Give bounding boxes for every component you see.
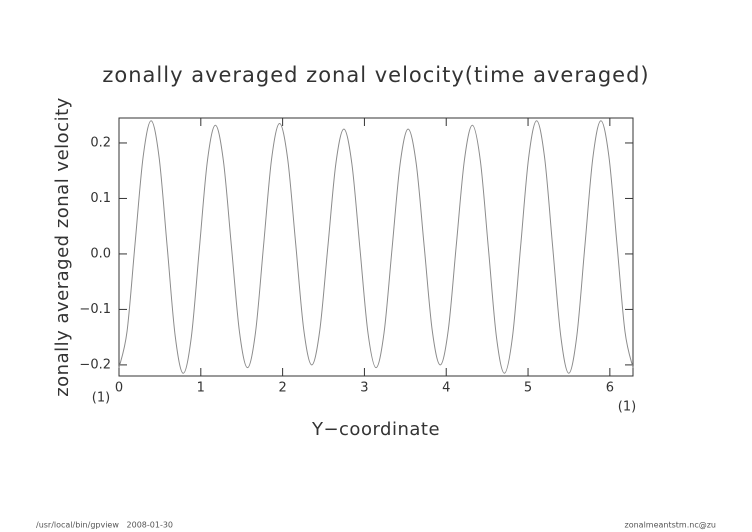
y-units: (1) [92,391,110,406]
x-tick-label: 4 [442,381,450,396]
y-tick-label: 0.1 [90,191,111,206]
x-axis-label: Y−coordinate [311,419,440,440]
x-tick-label: 6 [606,381,614,396]
x-units: (1) [618,400,636,415]
y-tick-label: −0.2 [79,357,111,372]
y-tick-label: 0.0 [90,246,111,261]
x-tick-label: 2 [278,381,286,396]
footer-left: /usr/local/bin/gpview 2008-01-30 [36,521,173,530]
y-tick-label: 0.2 [90,135,111,150]
line-series [118,120,634,374]
y-axis-label: zonally averaged zonal velocity [52,97,73,397]
chart-title: zonally averaged zonal velocity(time ave… [102,63,649,87]
y-tick-label: −0.1 [79,302,111,317]
x-tick-label: 3 [360,381,368,396]
x-tick-label: 0 [115,381,123,396]
plot-frame [118,117,634,377]
x-tick-label: 1 [197,381,205,396]
footer-right: zonalmeantstm.nc@zu [625,521,717,530]
x-tick-label: 5 [524,381,532,396]
